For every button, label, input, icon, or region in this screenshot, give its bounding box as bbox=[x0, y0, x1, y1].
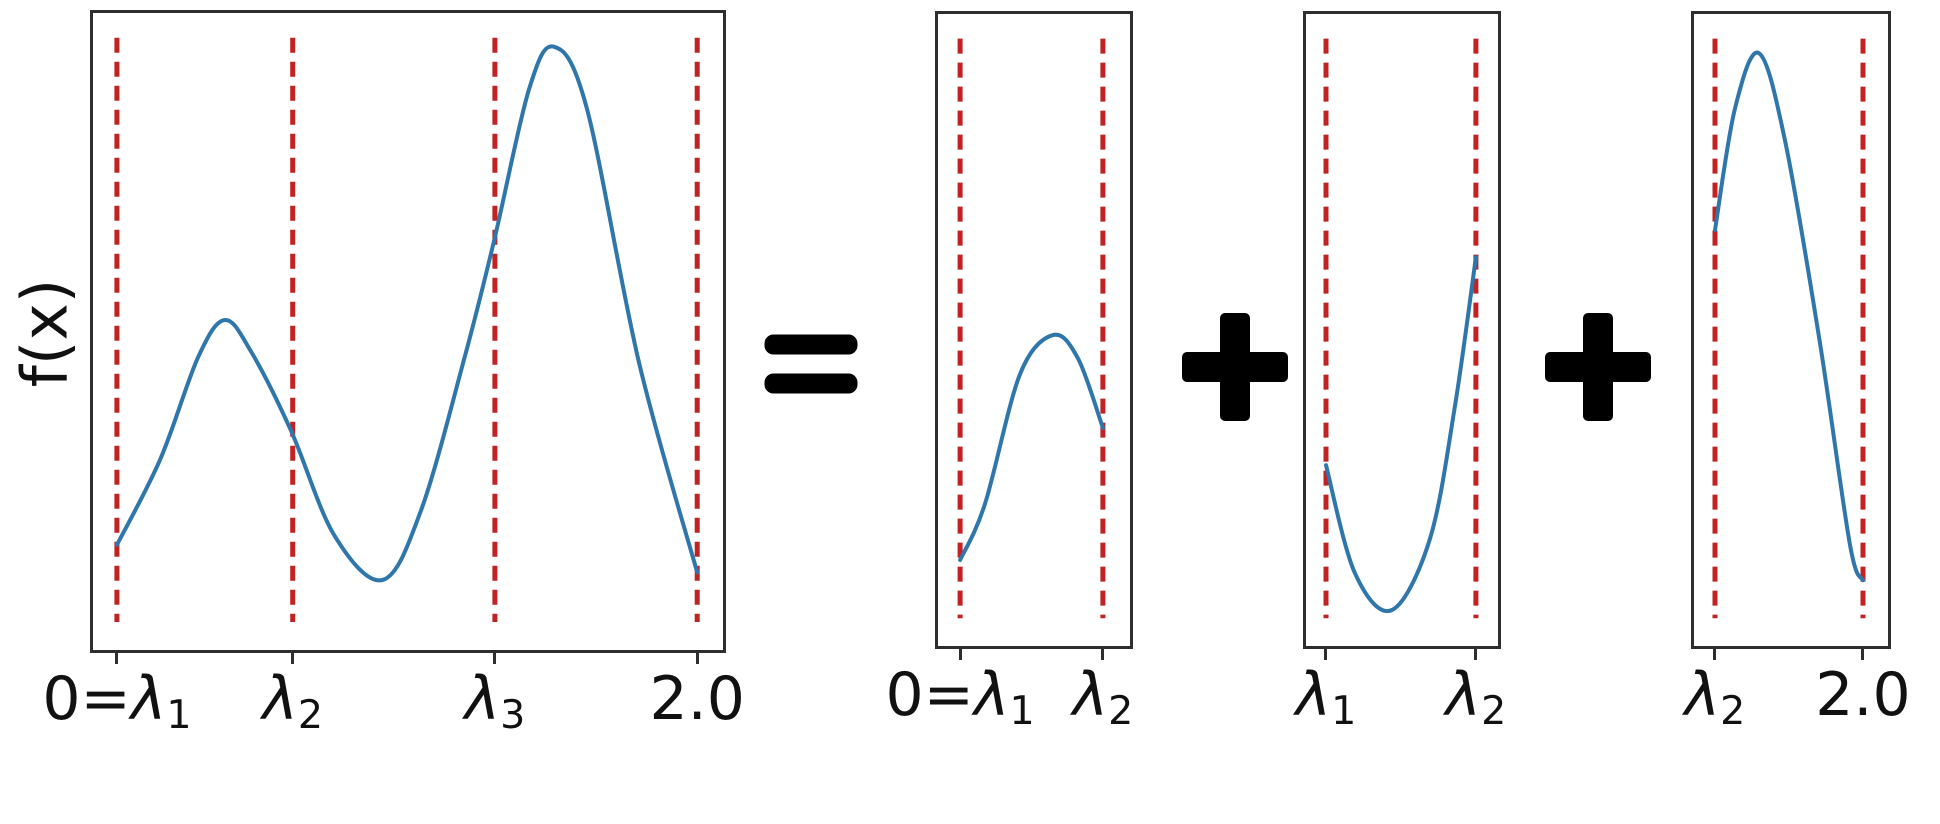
tick-mark bbox=[291, 653, 295, 664]
tick-mark bbox=[493, 653, 497, 664]
equals-bar bbox=[764, 334, 858, 355]
y-axis-label: f(x) bbox=[8, 278, 82, 388]
function-curve bbox=[114, 44, 700, 583]
tick-mark bbox=[1861, 649, 1865, 660]
tick-mark bbox=[1474, 649, 1478, 660]
tick-label: λ2 bbox=[1072, 660, 1134, 734]
plot-component-3 bbox=[1691, 11, 1891, 649]
tick-label: λ3 bbox=[464, 664, 526, 738]
tick-mark bbox=[1713, 649, 1717, 660]
tick-mark bbox=[958, 649, 962, 660]
plot-component-1 bbox=[935, 11, 1133, 649]
tick-mark bbox=[1101, 649, 1105, 660]
tick-mark bbox=[115, 653, 119, 664]
function-curve bbox=[1324, 255, 1478, 614]
plot-area bbox=[1712, 38, 1866, 619]
plot-area bbox=[1323, 38, 1479, 619]
tick-label: λ2 bbox=[262, 664, 324, 738]
tick-mark bbox=[1324, 649, 1328, 660]
tick-label: λ2 bbox=[1684, 660, 1746, 734]
plot-area bbox=[114, 37, 700, 622]
equals-bar bbox=[764, 373, 858, 394]
function-curve bbox=[1713, 50, 1865, 583]
plot-component-2 bbox=[1303, 11, 1501, 649]
function-curve bbox=[958, 332, 1105, 562]
plus-operator-2 bbox=[1545, 313, 1651, 421]
tick-mark bbox=[695, 653, 699, 664]
equals-operator bbox=[764, 334, 858, 394]
tick-label: λ2 bbox=[1445, 660, 1507, 734]
plus-operator-1 bbox=[1182, 313, 1288, 421]
tick-label: 0=λ1 bbox=[885, 660, 1035, 734]
tick-label: 2.0 bbox=[649, 664, 745, 734]
tick-label: 2.0 bbox=[1815, 660, 1911, 730]
tick-label: 0=λ1 bbox=[42, 664, 192, 738]
plus-vertical-bar bbox=[1220, 313, 1250, 421]
plot-area bbox=[957, 38, 1106, 619]
tick-label: λ1 bbox=[1295, 660, 1357, 734]
plot-full-function bbox=[90, 10, 726, 653]
plus-vertical-bar bbox=[1583, 313, 1613, 421]
